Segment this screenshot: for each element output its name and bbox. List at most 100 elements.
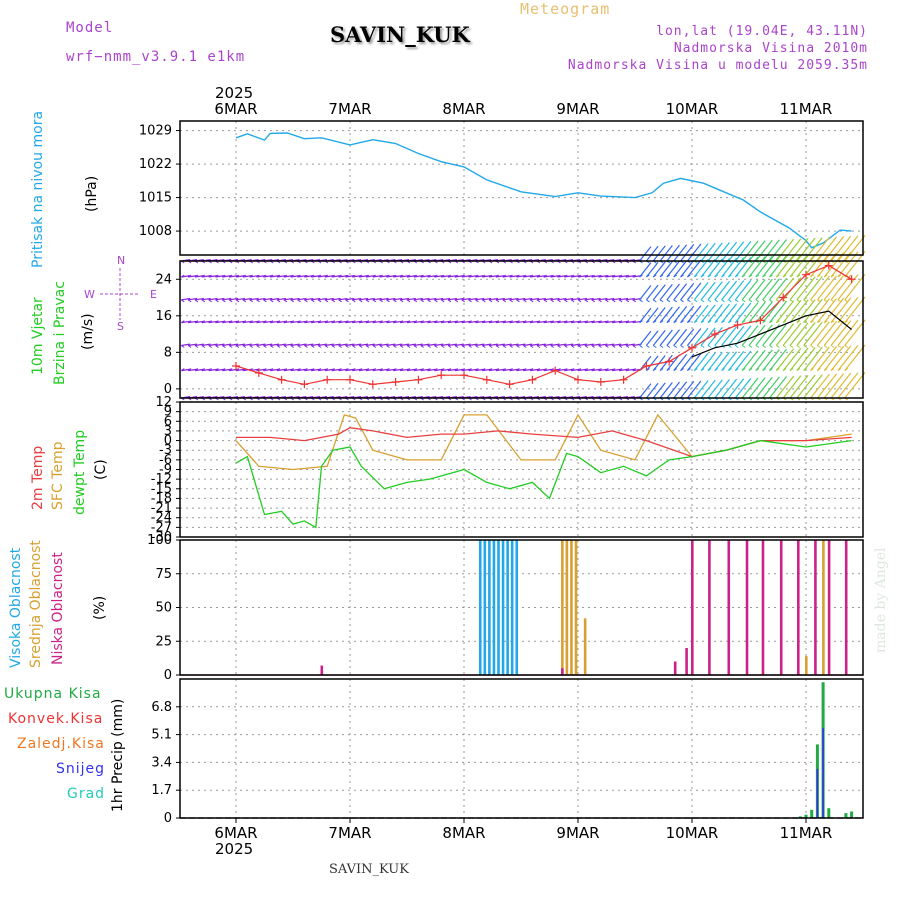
wind-barb [789, 253, 809, 278]
y-tick-label: 1022 [139, 157, 172, 172]
wind-barb-tick [652, 320, 657, 324]
low-cloud-bar [827, 540, 831, 675]
wind-barb [530, 275, 540, 278]
y-tick-label: 24 [155, 272, 172, 287]
wind-barb-tick [605, 368, 609, 372]
wind-barb [215, 368, 225, 372]
wind-barb [406, 343, 416, 347]
wind-barb [584, 275, 594, 278]
wind-barb [714, 303, 730, 324]
wind-barb-tick [728, 345, 732, 348]
wind-barb [823, 320, 845, 346]
wind-barb-tick [215, 345, 219, 348]
wind-barb [249, 343, 259, 347]
wind-barb-tick [577, 274, 582, 278]
wind-barb-tick [673, 274, 678, 278]
wind-barb-tick [605, 274, 609, 278]
wind-barb [571, 297, 581, 301]
wind-barb [666, 306, 680, 324]
y-tick-label: -12 [151, 472, 172, 487]
wind-barb-tick [201, 274, 206, 278]
low-cloud-bar [779, 540, 783, 675]
wind-barb [304, 297, 314, 301]
low-cloud-bar [797, 540, 800, 675]
wind-barb [775, 254, 795, 278]
wind-barb-tick [721, 299, 725, 303]
snow-bar [816, 768, 819, 818]
wind-barb [639, 262, 652, 278]
wind-barb-tick [413, 274, 418, 278]
wind-barb [427, 368, 437, 372]
wind-barb-tick [741, 345, 746, 348]
y-tick-label: -27 [151, 520, 172, 535]
wind-barb-tick [632, 274, 636, 278]
wind-barb [406, 320, 416, 324]
wind-barb-tick [379, 274, 383, 278]
panel-frame [179, 539, 864, 676]
wind-barb-tick [735, 345, 739, 348]
wind-barb [317, 297, 328, 301]
wind-barb [659, 245, 673, 262]
wind-barb-tick [659, 345, 664, 348]
wind-barb-tick [352, 274, 356, 278]
wind-barb-tick [823, 320, 828, 324]
wind-barb-tick [550, 345, 554, 348]
wind-barb-tick [379, 345, 383, 348]
wind-barb [536, 320, 546, 324]
wind-barb [605, 297, 615, 301]
wind-barb [837, 344, 859, 371]
wind-barb-tick [523, 320, 527, 324]
wind-barb [413, 343, 423, 347]
wind-barb-tick [817, 274, 821, 278]
wind-barb [536, 368, 546, 372]
wind-barb [803, 253, 823, 278]
wind-barb [686, 282, 702, 301]
wind-barb [659, 382, 673, 399]
wind-barb [468, 275, 478, 278]
wind-barb-tick [502, 345, 507, 348]
wind-barb [577, 368, 587, 372]
wind-barb-tick [413, 320, 418, 324]
wind-barb-tick [434, 274, 438, 278]
wind-barb-tick [276, 368, 281, 372]
wind-barb [222, 297, 232, 301]
wind-speed-marker [779, 293, 788, 302]
total-precip-bar [804, 814, 808, 818]
wind-barb-tick [646, 368, 650, 372]
wind-barb-tick [447, 368, 452, 372]
model-altitude-text: Nadmorska Visina u modelu 2059.35m [567, 58, 868, 73]
wind-barb [728, 280, 745, 301]
wind-barb-tick [577, 320, 582, 324]
wind-barb [748, 377, 766, 399]
wind-barb-tick [304, 320, 308, 324]
wind-barb-tick [201, 299, 206, 303]
wind-barb [652, 330, 666, 346]
wind-barb-tick [358, 345, 363, 348]
dewpt-line [235, 439, 852, 529]
wind-barb-tick [523, 299, 527, 303]
wind-barb-tick [591, 274, 595, 278]
wind-barb [612, 368, 622, 372]
wind-barb [652, 245, 666, 262]
wind-barb [584, 297, 594, 301]
wind-barb [461, 297, 471, 301]
wind-barb-tick [256, 320, 260, 324]
wind-barb-tick [181, 299, 185, 303]
wind-barb-tick [557, 299, 561, 303]
wind-barb [686, 305, 702, 324]
wind-speed-marker [368, 380, 377, 389]
wind-barb [502, 275, 512, 278]
wind-barb [789, 322, 809, 346]
wind-barb-tick [598, 274, 602, 278]
wind-barb [714, 280, 730, 301]
wind-barb-tick [584, 274, 589, 278]
wind-barb-tick [393, 368, 397, 372]
wind-barb [762, 239, 780, 262]
wind-barb-tick [625, 345, 630, 348]
wind-barb [755, 376, 773, 399]
wind-barb-tick [516, 345, 520, 348]
panel-frame [179, 401, 864, 538]
wind-barb [755, 301, 773, 324]
wind-barb [639, 355, 652, 371]
wind-barb [413, 297, 423, 301]
